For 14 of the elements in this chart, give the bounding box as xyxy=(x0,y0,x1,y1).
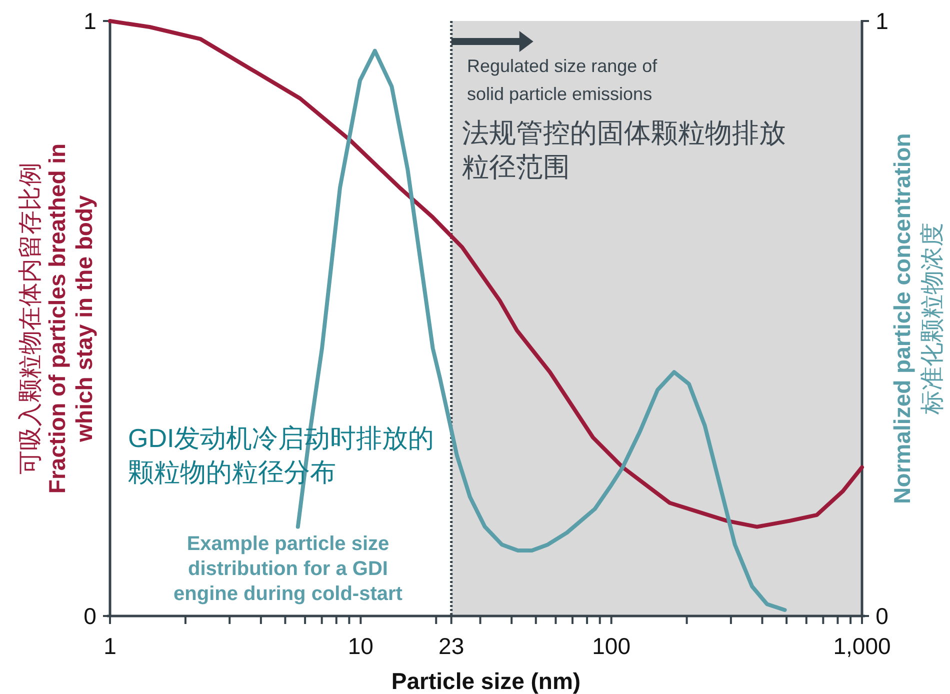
x-tick-label: 10 xyxy=(348,633,374,659)
x-tick-label: 23 xyxy=(438,633,464,659)
x-axis-title: Particle size (nm) xyxy=(391,668,581,694)
y-axis-title: 可吸入颗粒物在体内留存比例 Fraction of particles breathed in which stay in the body xyxy=(17,143,97,494)
annotation: Regulated size range of solid particle emissions xyxy=(467,56,658,104)
y2-axis-title: Normalized particle concentration 标准化颗粒物浓度 xyxy=(889,133,946,504)
annotation: 粒径范围 xyxy=(462,152,570,182)
annotation: 法规管控的固体颗粒物排放 xyxy=(462,118,786,148)
y2-tick-label: 1 xyxy=(876,8,888,34)
x-tick-label: 1 xyxy=(104,633,116,659)
x-tick-label: 1,000 xyxy=(833,633,891,659)
x-tick-label: 100 xyxy=(592,633,631,659)
y2-tick-label: 0 xyxy=(876,603,888,629)
annotation: Example particle size distribution for a GDI engine during cold-start xyxy=(174,533,403,605)
